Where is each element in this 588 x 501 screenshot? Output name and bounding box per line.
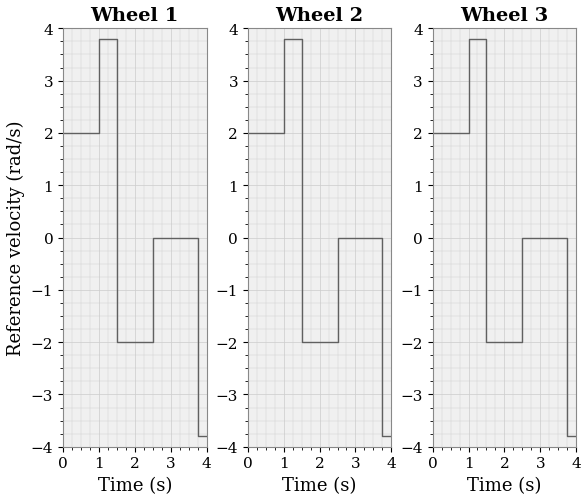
Title: Wheel 3: Wheel 3 — [460, 7, 549, 25]
Title: Wheel 1: Wheel 1 — [91, 7, 179, 25]
X-axis label: Time (s): Time (s) — [98, 476, 172, 494]
X-axis label: Time (s): Time (s) — [282, 476, 357, 494]
Y-axis label: Reference velocity (rad/s): Reference velocity (rad/s) — [7, 121, 25, 356]
Title: Wheel 2: Wheel 2 — [276, 7, 363, 25]
X-axis label: Time (s): Time (s) — [467, 476, 542, 494]
